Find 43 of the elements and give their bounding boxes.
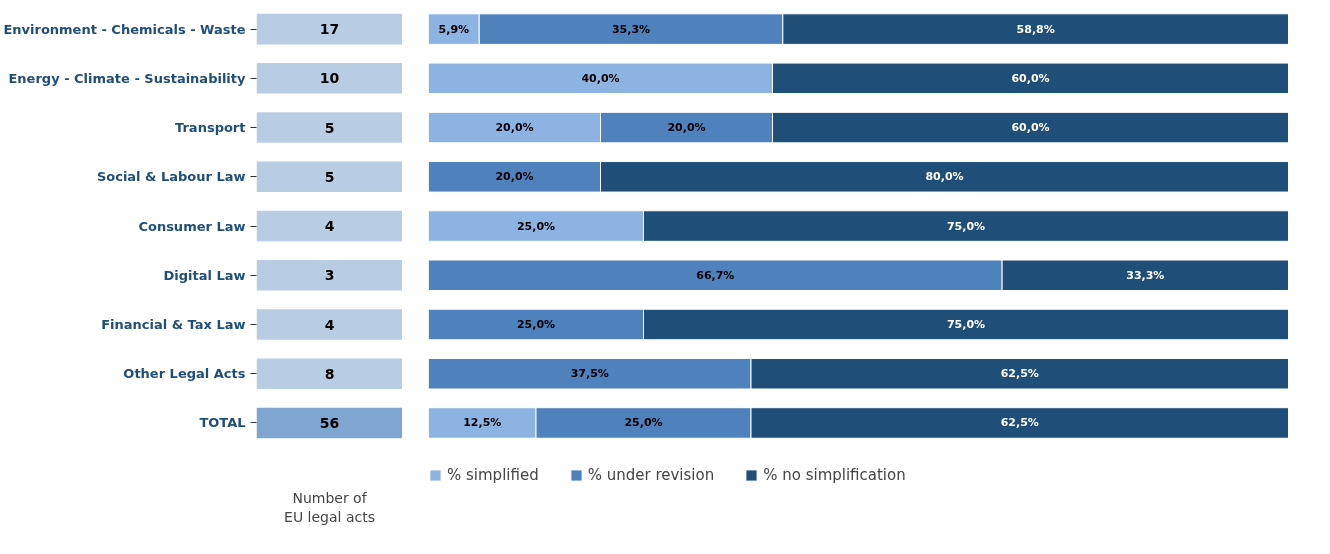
data-label: 5 <box>324 119 335 136</box>
category-label: Environment - Chemicals - Waste <box>3 21 246 37</box>
data-label: 60,0% <box>1011 71 1050 85</box>
data-label: 60,0% <box>1011 121 1050 135</box>
data-label: 3 <box>324 267 335 284</box>
legend-label: % simplified <box>447 466 539 484</box>
data-label: 8 <box>324 365 335 382</box>
data-label: 20,0% <box>495 170 534 184</box>
data-label: 66,7% <box>696 268 735 282</box>
data-label: 4 <box>324 218 335 235</box>
data-label: 25,0% <box>516 318 556 331</box>
data-label: 20,0% <box>495 121 534 135</box>
data-label: 33,3% <box>1126 268 1165 282</box>
category-label: Consumer Law <box>138 218 246 234</box>
category-label: Transport <box>175 120 246 136</box>
legend-label: % no simplification <box>763 466 906 484</box>
data-label: 62,5% <box>1000 367 1039 381</box>
data-label: 4 <box>324 316 335 333</box>
data-label: 25,0% <box>624 416 663 430</box>
legend-label: % under revision <box>587 466 715 484</box>
data-label: 25,0% <box>516 219 556 233</box>
category-label: Digital Law <box>163 267 246 283</box>
data-label: 5 <box>324 168 335 185</box>
data-label: 75,0% <box>946 318 986 331</box>
data-label: 20,0% <box>667 121 706 135</box>
category-label: Financial & Tax Law <box>101 317 246 332</box>
data-label: 40,0% <box>581 71 620 85</box>
category-label: Energy - Climate - Sustainability <box>8 70 247 86</box>
category-label: TOTAL <box>199 415 246 431</box>
category-label: Social & Labour Law <box>96 169 246 185</box>
data-label: 56 <box>319 414 340 431</box>
data-label: 35,3% <box>611 22 651 36</box>
data-label: 17 <box>319 21 340 38</box>
text: Number of EU legal acts <box>284 489 375 525</box>
data-label: 80,0% <box>925 170 964 184</box>
data-label: 37,5% <box>570 367 609 381</box>
data-label: 10 <box>319 70 340 87</box>
data-label: 75,0% <box>946 219 986 233</box>
category-label: Other Legal Acts <box>123 366 246 382</box>
data-label: 58,8% <box>1016 22 1055 36</box>
data-label: 62,5% <box>1000 416 1039 430</box>
data-label: 5,9% <box>438 22 470 36</box>
data-label: 12,5% <box>463 416 502 430</box>
